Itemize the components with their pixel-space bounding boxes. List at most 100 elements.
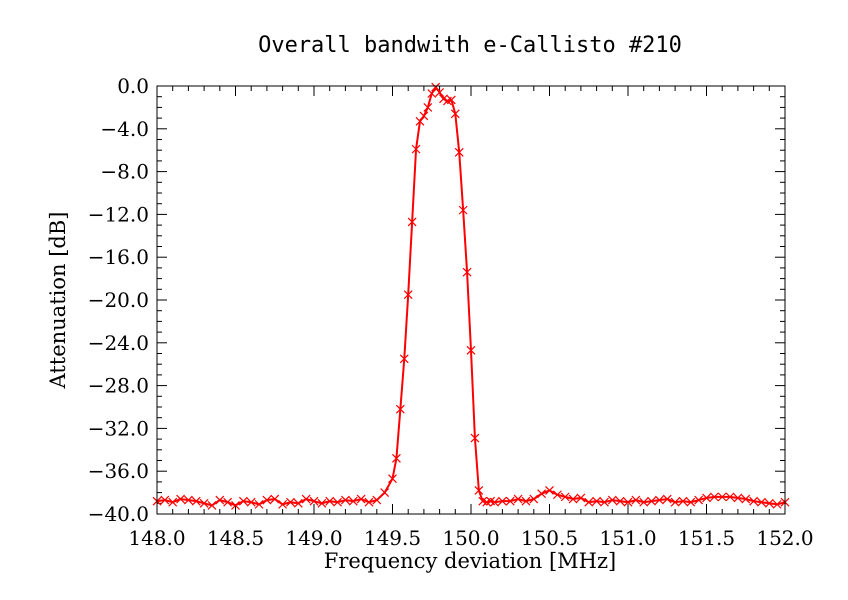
data-point-marker	[537, 489, 547, 499]
data-point-marker	[392, 453, 401, 463]
plot-frame	[156, 85, 786, 515]
data-point-marker	[388, 474, 397, 484]
data-point-marker	[560, 492, 570, 502]
y-tick-label: −32.0	[88, 416, 149, 440]
data-point-marker	[399, 354, 409, 364]
x-tick-label: 151.5	[678, 526, 735, 550]
data-point-marker	[286, 497, 295, 507]
x-tick-label: 148.0	[128, 526, 185, 550]
y-axis-ticks	[157, 85, 785, 515]
data-point-marker	[466, 345, 476, 355]
data-point-marker	[462, 267, 472, 277]
data-point-marker	[207, 501, 217, 510]
data-point-marker	[215, 495, 225, 505]
data-point-marker	[427, 89, 437, 98]
x-axis-label: Frequency deviation [MHz]	[324, 549, 617, 573]
data-point-marker	[647, 496, 656, 506]
data-point-marker	[717, 492, 727, 502]
data-point-marker	[686, 497, 696, 507]
data-point-marker	[670, 497, 680, 507]
data-point-marker	[223, 497, 233, 507]
data-point-marker	[772, 499, 782, 509]
chart-title: Overall bandwith e-Callisto #210	[258, 33, 682, 58]
data-point-marker	[584, 497, 594, 507]
y-tick-label: −20.0	[88, 288, 149, 312]
data-point-marker	[407, 217, 417, 227]
data-point-marker	[183, 495, 193, 505]
data-point-marker	[333, 497, 342, 507]
data-point-marker	[662, 494, 672, 504]
y-tick-label: 0.0	[117, 74, 149, 98]
y-tick-label: −12.0	[88, 202, 149, 226]
data-point-marker	[505, 496, 515, 506]
data-point-marker	[270, 494, 280, 504]
data-point-marker	[568, 494, 578, 504]
data-point-marker	[160, 495, 170, 505]
y-tick-label: −36.0	[88, 459, 149, 483]
y-tick-label: −28.0	[88, 374, 149, 398]
y-tick-label: −8.0	[100, 160, 149, 184]
data-point-marker	[490, 497, 499, 507]
data-point-marker	[725, 492, 735, 502]
data-point-marker	[450, 109, 460, 119]
data-point-marker	[694, 495, 704, 505]
data-point-marker	[470, 433, 480, 443]
data-point-marker	[709, 492, 719, 502]
data-point-marker	[615, 496, 625, 506]
data-point-marker	[639, 497, 649, 507]
series-line	[156, 85, 786, 507]
data-point-marker	[458, 205, 468, 215]
y-axis-label: Attenuation [dB]	[46, 212, 70, 390]
data-point-marker	[678, 496, 688, 506]
data-point-marker	[301, 494, 311, 504]
y-tick-label: −16.0	[88, 245, 149, 269]
y-tick-label: −40.0	[88, 502, 149, 526]
data-point-marker	[254, 499, 264, 509]
data-point-marker	[246, 497, 256, 507]
data-point-marker	[340, 495, 350, 505]
data-point-marker	[293, 498, 303, 508]
data-point-marker	[411, 144, 421, 154]
data-point-marker	[702, 493, 711, 503]
data-point-marker	[415, 116, 425, 126]
data-point-marker	[600, 497, 609, 507]
data-point-marker	[529, 494, 539, 504]
y-tick-label: −4.0	[100, 117, 149, 141]
data-point-marker	[419, 111, 429, 121]
data-point-marker	[325, 496, 335, 506]
x-tick-label: 151.0	[599, 526, 656, 550]
data-point-marker	[309, 496, 319, 506]
x-tick-label: 148.5	[207, 526, 264, 550]
data-point-marker	[431, 82, 441, 92]
data-point-marker	[278, 499, 288, 509]
data-point-marker	[749, 496, 759, 506]
data-point-marker	[576, 493, 586, 503]
x-tick-label: 150.5	[521, 526, 578, 550]
data-point-marker	[395, 404, 405, 414]
data-point-marker	[497, 496, 507, 506]
data-point-marker	[521, 496, 531, 506]
x-axis-tick-labels: 148.0 148.5 149.0 149.5 150.0 150.5 151.0 151.5…	[128, 526, 813, 550]
data-point-marker	[757, 497, 766, 507]
y-tick-label: −24.0	[88, 331, 149, 355]
data-point-marker	[403, 290, 413, 300]
data-point-marker	[364, 497, 374, 507]
series-layer	[152, 82, 790, 510]
data-point-marker	[741, 494, 751, 504]
data-point-marker	[454, 147, 464, 157]
x-tick-label: 152.0	[756, 526, 813, 550]
data-point-marker	[238, 496, 248, 506]
data-point-marker	[231, 501, 240, 510]
data-point-marker	[435, 87, 445, 97]
data-point-marker	[168, 497, 178, 507]
data-point-marker	[654, 495, 664, 505]
data-point-marker	[176, 494, 185, 504]
data-point-marker	[191, 496, 201, 506]
data-point-marker	[545, 486, 554, 495]
x-tick-label: 149.0	[285, 526, 342, 550]
data-point-marker	[199, 498, 209, 508]
data-point-marker	[380, 488, 390, 498]
data-point-marker	[733, 493, 743, 503]
data-point-marker	[348, 496, 358, 506]
